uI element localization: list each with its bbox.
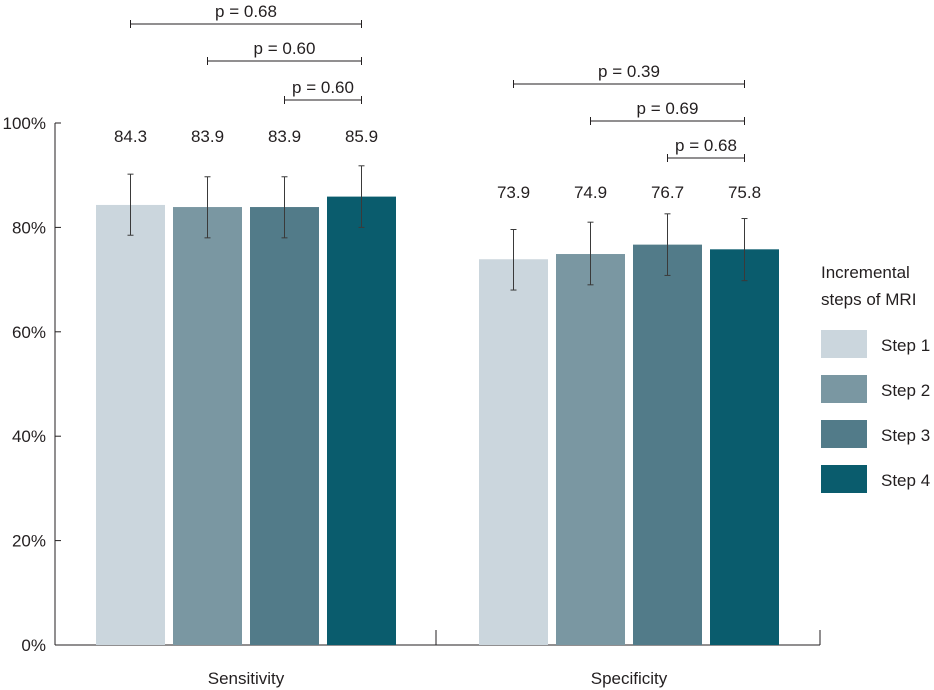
value-label: 74.9 xyxy=(574,183,607,202)
p-value-label: p = 0.68 xyxy=(215,2,277,21)
p-value-label: p = 0.60 xyxy=(292,78,354,97)
value-label: 84.3 xyxy=(114,127,147,146)
bar-sensitivity-step2 xyxy=(173,207,242,646)
p-value-label: p = 0.60 xyxy=(254,39,316,58)
bar-specificity-step4 xyxy=(710,249,779,645)
value-label: 75.8 xyxy=(728,183,761,202)
legend-label: Step 3 xyxy=(881,426,930,445)
p-value-label: p = 0.68 xyxy=(675,136,737,155)
legend-label: Step 2 xyxy=(881,381,930,400)
legend-swatch-step3 xyxy=(821,420,867,448)
value-label: 83.9 xyxy=(268,127,301,146)
legend-title: Incremental xyxy=(821,263,910,282)
bar-sensitivity-step3 xyxy=(250,207,319,646)
y-tick-label: 80% xyxy=(12,218,46,237)
legend-swatch-step1 xyxy=(821,330,867,358)
legend-swatch-step4 xyxy=(821,465,867,493)
p-value-label: p = 0.39 xyxy=(598,62,660,81)
legend-label: Step 4 xyxy=(881,471,930,490)
value-label: 85.9 xyxy=(345,127,378,146)
bar-specificity-step2 xyxy=(556,254,625,645)
p-value-label: p = 0.69 xyxy=(637,99,699,118)
legend-title: steps of MRI xyxy=(821,290,916,309)
y-tick-label: 40% xyxy=(12,427,46,446)
y-tick-label: 100% xyxy=(3,114,46,133)
category-label: Specificity xyxy=(591,669,668,688)
bar-specificity-step3 xyxy=(633,244,702,645)
bar-sensitivity-step4 xyxy=(327,196,396,646)
value-label: 73.9 xyxy=(497,183,530,202)
bar-specificity-step1 xyxy=(479,259,548,645)
legend-label: Step 1 xyxy=(881,336,930,355)
y-tick-label: 60% xyxy=(12,323,46,342)
value-label: 76.7 xyxy=(651,183,684,202)
legend-swatch-step2 xyxy=(821,375,867,403)
category-label: Sensitivity xyxy=(208,669,285,688)
y-tick-label: 0% xyxy=(21,636,46,655)
y-tick-label: 20% xyxy=(12,532,46,551)
value-label: 83.9 xyxy=(191,127,224,146)
bar-sensitivity-step1 xyxy=(96,204,165,646)
